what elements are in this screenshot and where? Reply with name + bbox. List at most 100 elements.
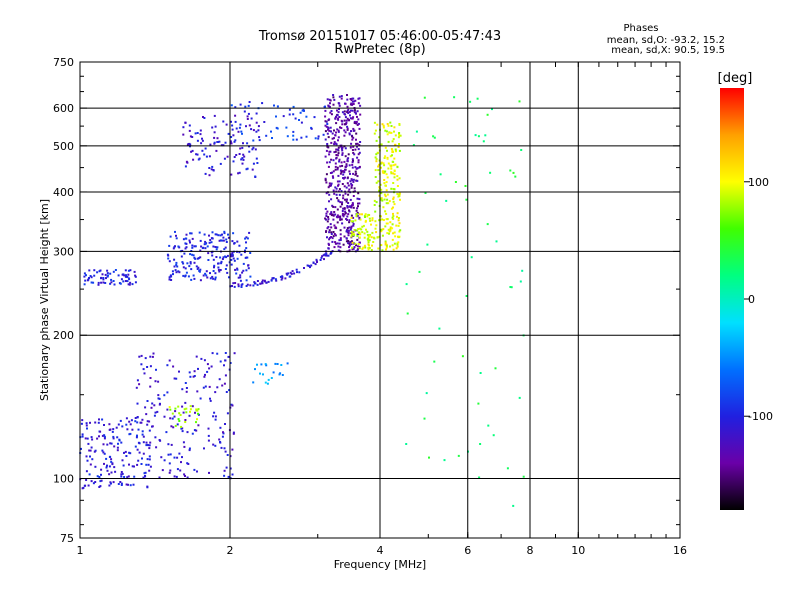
data-point [338, 108, 340, 111]
data-point [99, 480, 102, 483]
data-point [208, 385, 211, 388]
data-point [397, 235, 399, 238]
data-point [298, 271, 301, 274]
data-point [290, 272, 293, 275]
data-point [156, 410, 159, 413]
data-point [195, 421, 197, 424]
data-point [245, 269, 248, 272]
data-point [296, 271, 298, 274]
data-point [278, 373, 281, 376]
data-point [391, 149, 394, 152]
data-point [148, 455, 151, 458]
data-point [342, 177, 345, 180]
data-point [406, 312, 409, 315]
data-point [251, 168, 254, 171]
data-point [364, 216, 366, 218]
data-point [167, 254, 170, 257]
data-point [336, 197, 339, 200]
data-point [234, 139, 237, 142]
data-point [239, 274, 242, 277]
data-point [188, 142, 191, 145]
data-point [331, 240, 334, 243]
data-point [337, 118, 340, 121]
data-point [375, 224, 378, 227]
data-point [337, 152, 340, 155]
data-point [250, 128, 253, 131]
data-point [341, 212, 344, 215]
data-point [332, 235, 335, 238]
data-point [146, 366, 149, 368]
data-point [355, 138, 357, 141]
data-point [327, 186, 330, 189]
data-point [256, 283, 259, 286]
data-point [346, 109, 349, 112]
data-point [85, 455, 88, 458]
data-point [396, 242, 399, 245]
data-point [100, 479, 103, 482]
data-point [146, 423, 149, 426]
data-point [81, 419, 84, 422]
data-point [102, 443, 105, 446]
data-point [325, 149, 328, 152]
data-point [103, 424, 105, 426]
data-point [90, 276, 93, 279]
data-point [214, 125, 217, 128]
data-point [389, 221, 392, 224]
data-point [279, 275, 282, 278]
data-point [342, 243, 345, 246]
data-point [342, 207, 345, 210]
data-point [132, 483, 135, 486]
data-point [383, 198, 386, 201]
data-point [236, 240, 239, 243]
data-point [191, 149, 194, 152]
data-point [166, 408, 169, 411]
data-point [214, 418, 217, 421]
data-point [252, 129, 255, 132]
data-point [346, 111, 349, 113]
data-point [223, 474, 226, 477]
data-point [445, 199, 448, 202]
data-point [332, 205, 335, 208]
data-point [210, 365, 213, 368]
data-point [386, 149, 388, 152]
data-point [346, 94, 348, 96]
data-point [230, 136, 233, 138]
data-point [350, 184, 353, 187]
data-point [167, 453, 170, 456]
data-point [188, 239, 191, 242]
data-point [193, 370, 196, 373]
data-point [378, 144, 381, 147]
data-point [88, 473, 91, 476]
data-point [255, 130, 258, 133]
data-point [104, 273, 107, 276]
data-point [347, 234, 350, 237]
data-point [398, 149, 401, 152]
data-point [217, 266, 220, 269]
data-point [358, 144, 361, 147]
data-point [464, 185, 467, 187]
data-point [262, 373, 264, 376]
data-point [357, 159, 360, 162]
data-point [179, 469, 182, 472]
data-point [136, 421, 139, 424]
data-point [351, 161, 354, 164]
data-point [395, 247, 398, 250]
data-point [145, 441, 148, 444]
data-point [195, 429, 198, 432]
data-point [334, 117, 337, 120]
data-point [334, 168, 337, 171]
data-point [96, 475, 99, 478]
data-point [223, 232, 226, 235]
data-point [382, 228, 385, 231]
data-point [386, 193, 389, 196]
data-point [112, 428, 115, 431]
data-point [263, 121, 266, 123]
data-point [149, 465, 152, 468]
data-point [172, 273, 174, 276]
data-point [120, 482, 123, 485]
data-point [185, 160, 188, 163]
data-point [317, 137, 320, 140]
data-point [387, 162, 390, 165]
data-point [349, 205, 352, 208]
data-point [131, 428, 134, 431]
